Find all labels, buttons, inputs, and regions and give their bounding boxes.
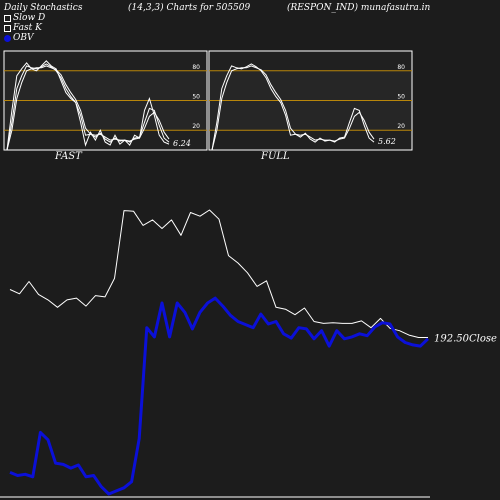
fast-tick-label-80: 80 bbox=[192, 64, 200, 71]
full-tick-label-20: 20 bbox=[397, 123, 405, 130]
legend-swatch-obv bbox=[4, 34, 11, 42]
fast-series-3 bbox=[6, 65, 170, 151]
fast-panel-title: FAST bbox=[55, 151, 82, 162]
legend-swatch-slow-d bbox=[4, 14, 11, 22]
legend-item-fast-k: Fast K bbox=[4, 23, 45, 33]
fast-last-value-label: 6.24 bbox=[173, 139, 191, 148]
fast-panel: 20 50 80 6.24 bbox=[3, 50, 208, 151]
fast-series-1 bbox=[6, 60, 170, 151]
last-price-label: 192.50Close bbox=[434, 334, 497, 345]
source-label: (RESPON_IND) munafasutra.in bbox=[287, 3, 431, 13]
full-panel-title: FULL bbox=[261, 151, 290, 162]
obv-line bbox=[9, 296, 430, 496]
fast-tick-label-20: 20 bbox=[192, 123, 200, 130]
full-panel: 20 50 80 5.62 bbox=[208, 50, 413, 151]
legend-label-slow-d: Slow D bbox=[13, 13, 46, 23]
fast-tick-label-50: 50 bbox=[192, 94, 200, 101]
legend-item-obv: OBV bbox=[4, 33, 45, 43]
chart-subtitle: (14,3,3) Charts for 505509 bbox=[128, 3, 251, 13]
price-obv-panel: 192.50Close bbox=[0, 209, 497, 498]
full-tick-label-80: 80 bbox=[397, 64, 405, 71]
legend-item-slow-d: Slow D bbox=[4, 13, 45, 23]
legend-label-fast-k: Fast K bbox=[13, 23, 42, 33]
full-series-2 bbox=[211, 65, 375, 151]
legend-swatch-fast-k bbox=[4, 24, 11, 32]
legend: Slow D Fast K OBV bbox=[4, 13, 45, 43]
legend-label-obv: OBV bbox=[13, 33, 34, 43]
full-tick-label-50: 50 bbox=[397, 94, 405, 101]
chart-heading: Daily Stochastics bbox=[4, 3, 83, 13]
full-last-value-label: 5.62 bbox=[378, 137, 396, 146]
close-price-line bbox=[9, 209, 428, 338]
